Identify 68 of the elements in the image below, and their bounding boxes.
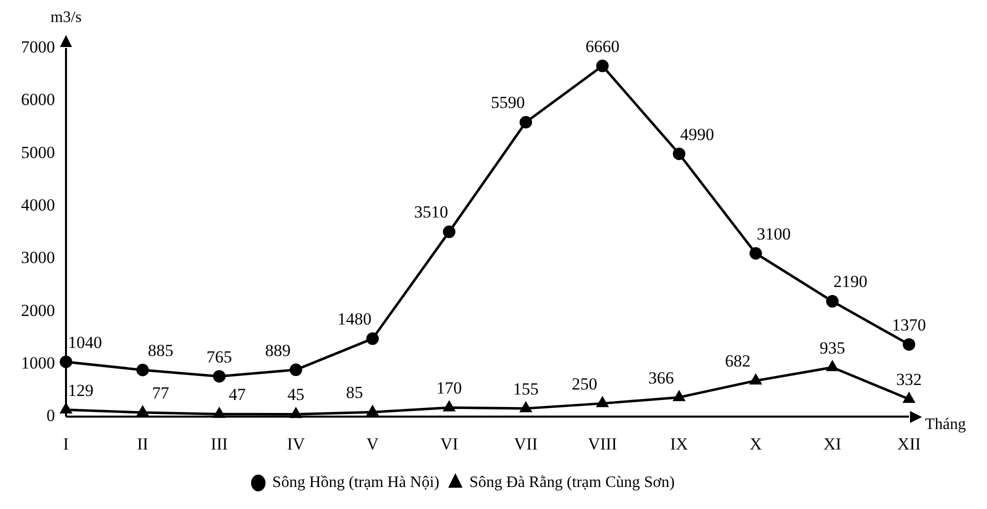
y-tick-label: 3000 (21, 248, 55, 268)
x-axis-title: Tháng (925, 416, 966, 433)
data-label: 129 (68, 380, 94, 400)
data-label: 3100 (756, 224, 791, 244)
legend-label: Sông Đà Rằng (trạm Cùng Sơn) (469, 474, 675, 492)
x-tick-label: XII (897, 434, 922, 454)
point (136, 364, 149, 376)
y-tick-label: 7000 (21, 37, 55, 56)
x-tick-label: VIII (588, 434, 618, 454)
data-label: 155 (513, 379, 539, 398)
data-label: 332 (896, 370, 922, 390)
x-tick-label: V (366, 434, 380, 454)
y-tick-label: 0 (46, 406, 55, 426)
y-tick-label: 6000 (21, 90, 55, 110)
data-label: 3510 (414, 202, 448, 222)
data-label: 1370 (892, 315, 926, 334)
data-label: 45 (287, 385, 304, 404)
data-label: 885 (148, 340, 174, 360)
point (826, 361, 838, 372)
y-tick-label: 1000 (21, 353, 55, 372)
point (903, 392, 915, 403)
point (749, 247, 762, 260)
data-label: 250 (572, 374, 598, 394)
y-tick-label: 4000 (21, 195, 55, 214)
x-tick-label: X (750, 434, 762, 454)
data-label: 765 (206, 347, 232, 366)
point (290, 364, 302, 376)
data-label: 4990 (680, 124, 714, 144)
point (596, 60, 609, 72)
point (444, 401, 455, 412)
y-tick-label: 2000 (21, 300, 55, 320)
point (137, 406, 148, 416)
data-label: 6660 (585, 36, 620, 56)
point (366, 406, 378, 416)
data-label: 85 (346, 383, 364, 402)
x-tick-label: IX (670, 434, 688, 454)
point (826, 295, 839, 308)
data-label: 77 (152, 384, 170, 403)
point (750, 374, 762, 384)
point (520, 116, 532, 128)
data-label: 1040 (68, 332, 102, 352)
point (672, 148, 686, 160)
data-label: 366 (648, 368, 674, 388)
point (520, 402, 532, 412)
point (366, 332, 379, 345)
x-tick-label: I (63, 434, 70, 454)
data-label: 935 (820, 338, 846, 358)
data-label: 682 (724, 352, 750, 371)
data-label: 889 (265, 340, 291, 360)
point (902, 338, 916, 351)
point (442, 226, 456, 238)
y-tick-label: 5000 (21, 142, 55, 162)
x-tick-label: III (210, 434, 228, 454)
y-axis-title: m3/s (50, 9, 82, 26)
point (596, 397, 608, 408)
x-tick-label: II (136, 434, 149, 454)
point (213, 370, 226, 383)
legend-label: Sông Hồng (trạm Hà Nội) (272, 474, 440, 492)
data-label: 170 (436, 378, 462, 398)
x-tick-label: IV (286, 434, 306, 454)
x-tick-label: VI (440, 434, 458, 454)
x-tick-label: VII (514, 434, 538, 454)
data-label: 1480 (338, 310, 372, 329)
data-label: 2190 (833, 272, 868, 292)
point (674, 391, 685, 402)
data-label: 47 (228, 385, 246, 404)
data-label: 5590 (490, 93, 525, 112)
x-tick-label: XI (823, 434, 842, 454)
